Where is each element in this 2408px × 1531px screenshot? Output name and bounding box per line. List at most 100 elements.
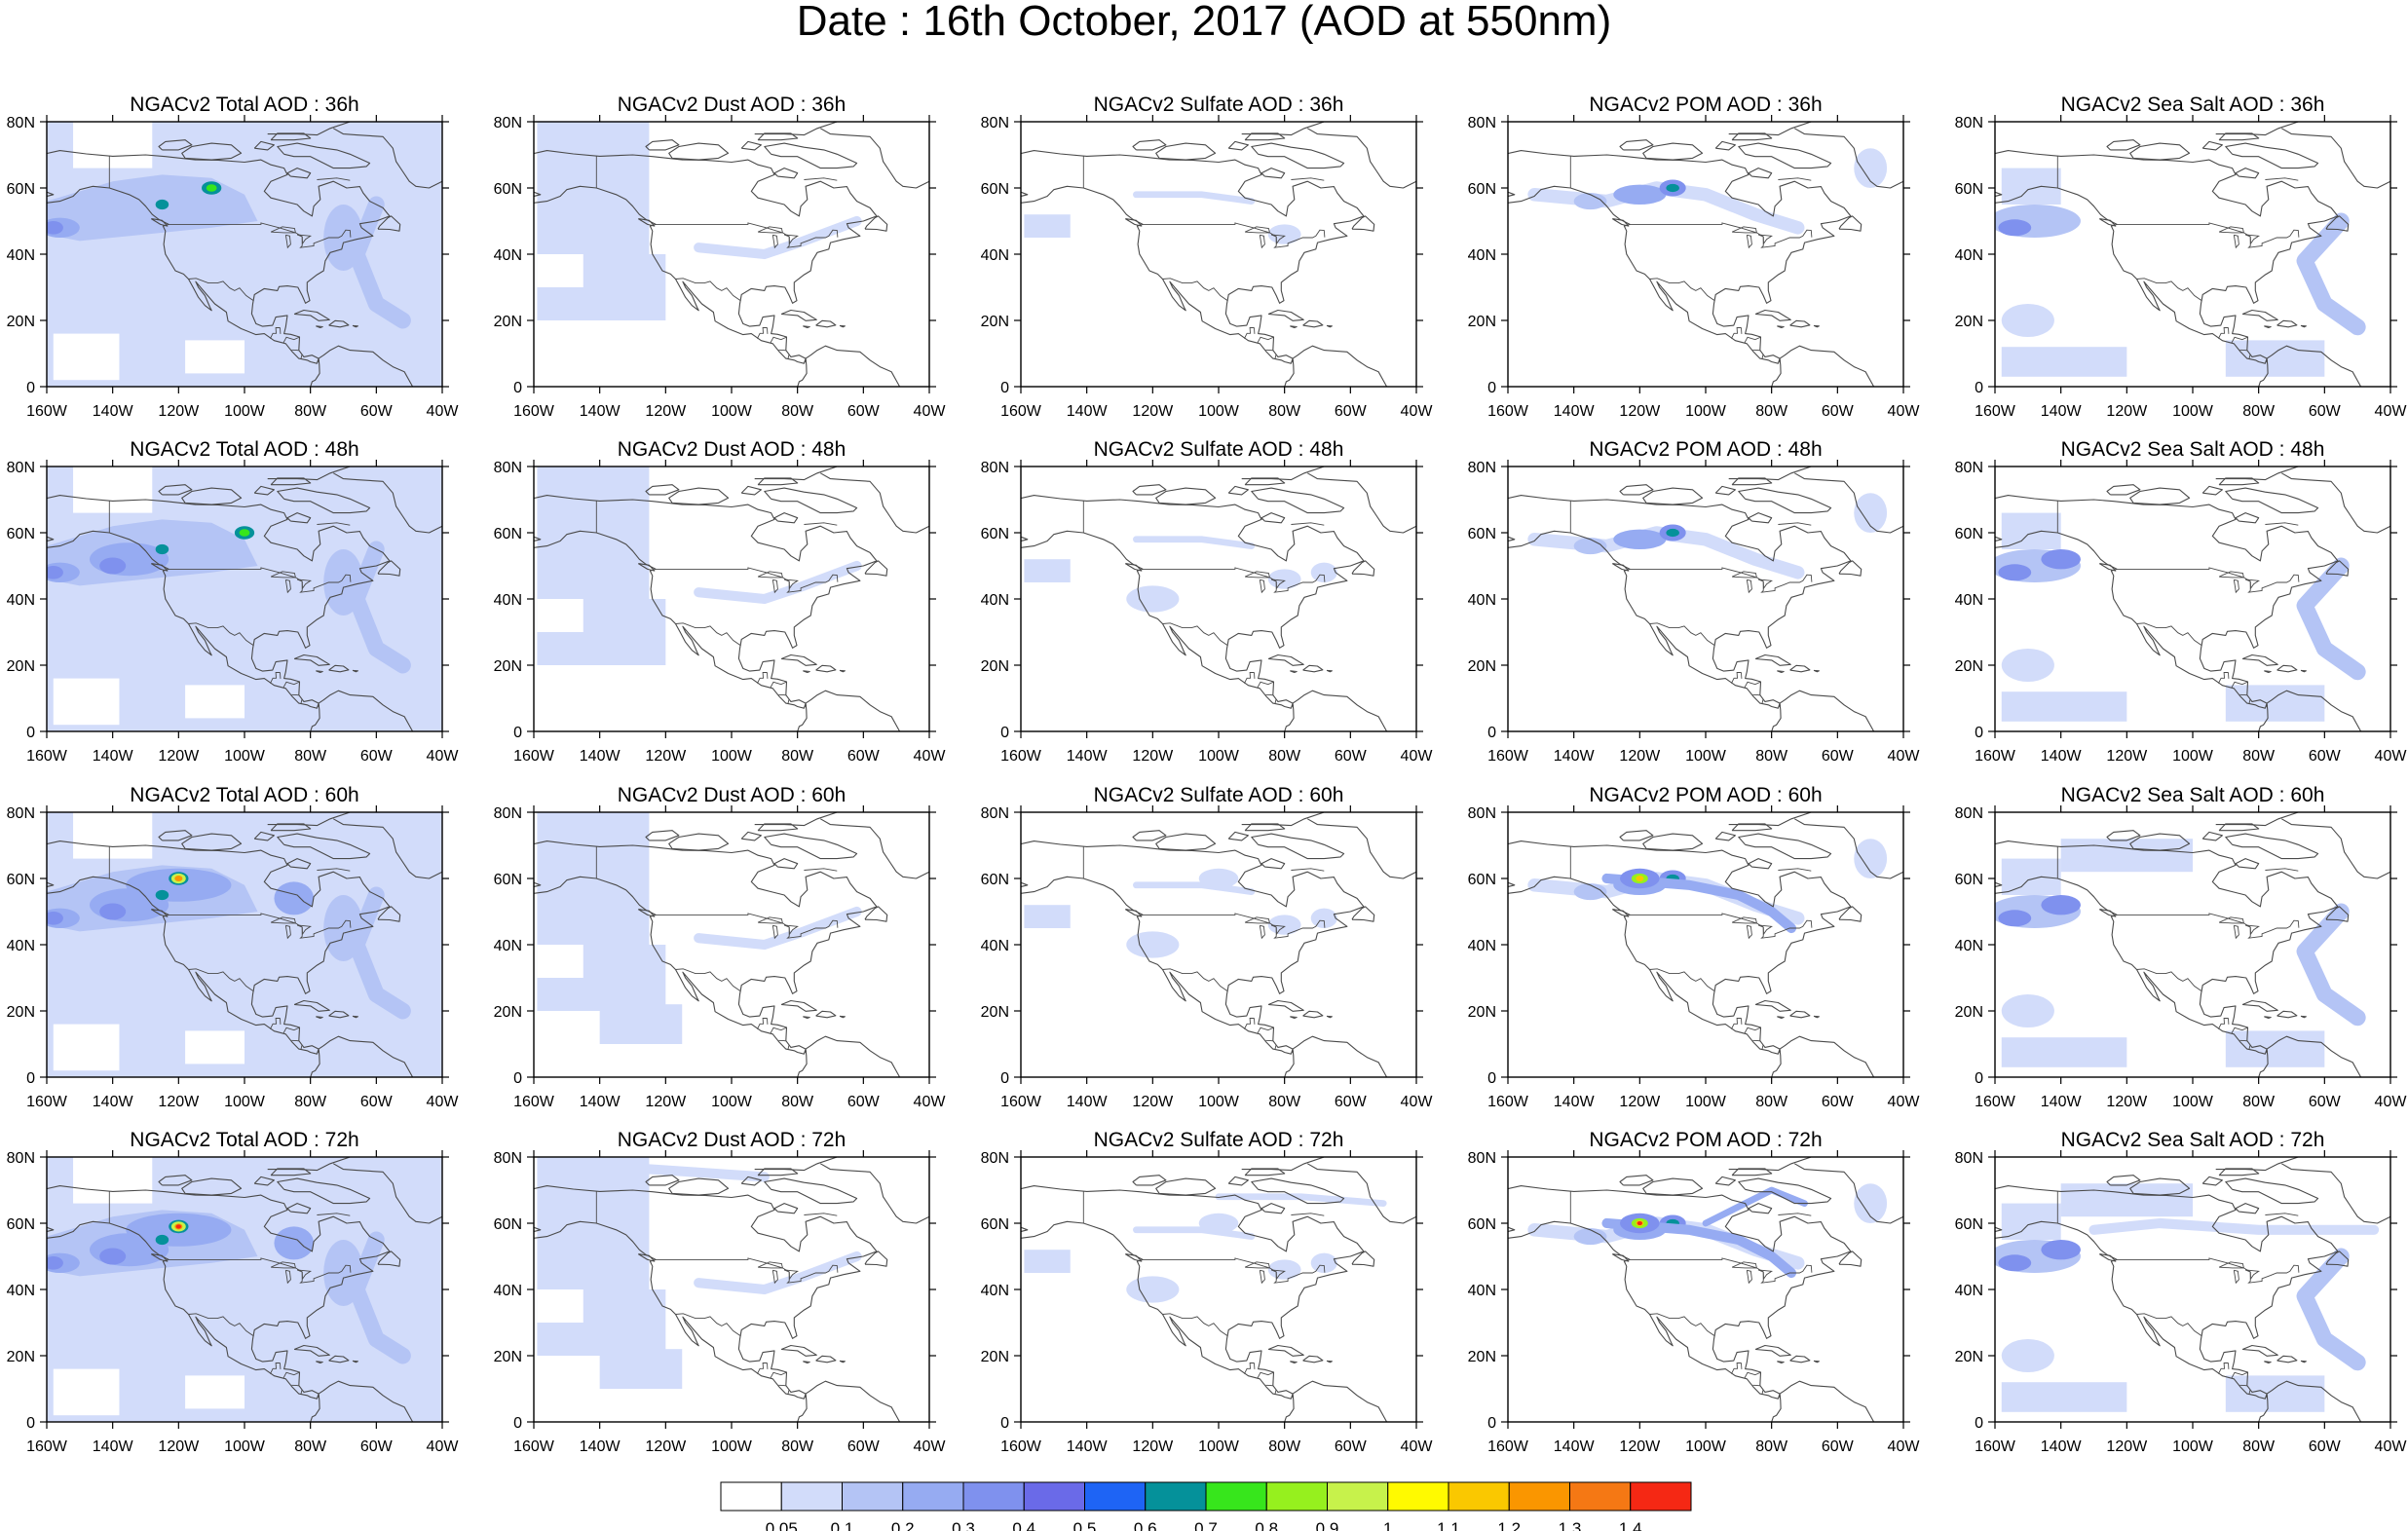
aod-patch — [2225, 685, 2325, 722]
lon-tick-label: 140W — [1067, 748, 1109, 765]
aod-patch — [2001, 1037, 2127, 1067]
aod-patch — [1854, 839, 1888, 878]
coastline — [1021, 812, 1416, 1077]
lon-tick-label: 120W — [158, 403, 200, 420]
lat-tick-label: 20N — [1468, 658, 1496, 675]
colorbar-label: 0.1 — [831, 1519, 854, 1531]
lon-tick-label: 100W — [2172, 748, 2214, 765]
lat-tick-label: 80N — [1468, 115, 1496, 131]
aod-patch — [1133, 1226, 1256, 1240]
panel-title: NGACv2 Total AOD : 60h — [130, 784, 358, 806]
lon-tick-label: 120W — [1619, 1094, 1661, 1110]
lat-tick-label: 60N — [981, 872, 1009, 888]
lat-tick-label: 20N — [1955, 1004, 1983, 1021]
map-panel-0-2: NGACv2 Sulfate AOD : 36h 80N 60N 40N 20N 0 160… — [981, 93, 1434, 420]
coastline — [47, 467, 442, 731]
colorbar-cell — [1448, 1481, 1510, 1512]
lon-tick-label: 40W — [914, 403, 947, 420]
aod-patch — [694, 906, 862, 951]
lat-tick-label: 20N — [7, 1004, 35, 1021]
panel-title: NGACv2 Sea Salt AOD : 72h — [2061, 1129, 2325, 1151]
coastline — [1508, 467, 1903, 731]
lon-tick-label: 40W — [427, 403, 460, 420]
aod-patch — [47, 221, 63, 235]
aod-patch — [155, 199, 169, 210]
lon-tick-label: 40W — [1401, 748, 1434, 765]
map-panel-2-0: NGACv2 Total AOD : 60h 80N 60N 40N 20N 0 160W 1… — [7, 784, 460, 1110]
lon-tick-label: 60W — [360, 403, 394, 420]
coastline — [534, 122, 929, 387]
lon-tick-label: 100W — [224, 1438, 266, 1455]
lon-tick-label: 100W — [1685, 748, 1727, 765]
lat-tick-label: 20N — [981, 314, 1009, 330]
panel-title: NGACv2 Dust AOD : 60h — [618, 784, 847, 806]
lon-tick-label: 40W — [1401, 1094, 1434, 1110]
lat-tick-label: 40N — [1468, 592, 1496, 609]
aod-patch — [2001, 858, 2061, 895]
map-panel-2-2: NGACv2 Sulfate AOD : 60h 80N 60N 40N 20N 0 160… — [981, 784, 1434, 1110]
lat-tick-label: 40N — [494, 938, 522, 954]
aod-patch — [537, 599, 583, 632]
colorbar-label: 0.7 — [1194, 1519, 1218, 1531]
lon-tick-label: 40W — [914, 1094, 947, 1110]
aod-patch — [2225, 1375, 2325, 1412]
colorbar-label: 0.5 — [1073, 1519, 1097, 1531]
lon-tick-label: 100W — [1685, 403, 1727, 420]
colorbar-cell — [720, 1481, 782, 1512]
lon-tick-label: 60W — [2309, 748, 2342, 765]
lat-tick-label: 80N — [1955, 115, 1983, 131]
aod-field — [1995, 1183, 2380, 1412]
aod-patch — [694, 1251, 862, 1295]
lon-tick-label: 40W — [427, 1438, 460, 1455]
lon-tick-label: 80W — [781, 1438, 814, 1455]
panel-title: NGACv2 POM AOD : 60h — [1589, 784, 1822, 806]
lon-tick-label: 60W — [847, 748, 881, 765]
lat-tick-label: 20N — [494, 1349, 522, 1365]
lat-tick-label: 20N — [494, 658, 522, 675]
aod-field — [1995, 168, 2366, 377]
aod-patch — [2001, 347, 2127, 377]
aod-patch — [53, 333, 120, 381]
lon-tick-label: 100W — [2172, 403, 2214, 420]
lon-tick-label: 160W — [513, 1094, 555, 1110]
lat-tick-label: 60N — [1468, 526, 1496, 542]
lat-tick-label: 40N — [494, 592, 522, 609]
coastline — [534, 812, 929, 1077]
lon-tick-label: 160W — [26, 1094, 68, 1110]
aod-field — [1024, 191, 1301, 244]
map-panel-1-3: NGACv2 POM AOD : 48h 80N 60N 40N 20N 0 160W 140… — [1468, 438, 1921, 765]
panel-title: NGACv2 Sea Salt AOD : 48h — [2061, 438, 2325, 461]
lat-tick-label: 60N — [7, 526, 35, 542]
lon-tick-label: 60W — [2309, 1094, 2342, 1110]
lon-tick-label: 80W — [2242, 748, 2276, 765]
lon-tick-label: 100W — [1198, 1438, 1240, 1455]
aod-patch — [1024, 1250, 1071, 1273]
lon-tick-label: 60W — [1822, 748, 1855, 765]
aod-patch — [274, 1226, 315, 1260]
lat-tick-label: 20N — [981, 1349, 1009, 1365]
lon-tick-label: 120W — [1619, 748, 1661, 765]
lon-tick-label: 80W — [294, 748, 327, 765]
panel-title: NGACv2 POM AOD : 72h — [1589, 1129, 1822, 1151]
aod-patch — [561, 1158, 770, 1182]
aod-patch — [53, 1024, 120, 1071]
aod-patch — [537, 1289, 583, 1323]
lat-tick-label: 0 — [26, 1415, 35, 1432]
panel-title: NGACv2 Sulfate AOD : 60h — [1094, 784, 1344, 806]
lon-tick-label: 140W — [93, 1438, 134, 1455]
lon-tick-label: 140W — [1554, 1094, 1596, 1110]
lon-tick-label: 60W — [847, 1438, 881, 1455]
aod-patch — [2225, 340, 2325, 377]
lon-tick-label: 80W — [1755, 1438, 1788, 1455]
aod-patch — [537, 945, 583, 978]
lon-tick-label: 160W — [1975, 1438, 2016, 1455]
colorbar-label: 0.4 — [1012, 1519, 1035, 1531]
map-panel-0-4: NGACv2 Sea Salt AOD : 36h 80N 60N 40N 20N 0 16… — [1955, 93, 2408, 420]
aod-patch — [2001, 994, 2054, 1027]
lon-tick-label: 140W — [580, 1094, 621, 1110]
coastline — [1508, 1157, 1903, 1422]
lon-tick-label: 80W — [1755, 748, 1788, 765]
aod-patch — [1854, 148, 1888, 188]
lat-tick-label: 20N — [1955, 1349, 1983, 1365]
lat-tick-label: 40N — [981, 247, 1009, 264]
